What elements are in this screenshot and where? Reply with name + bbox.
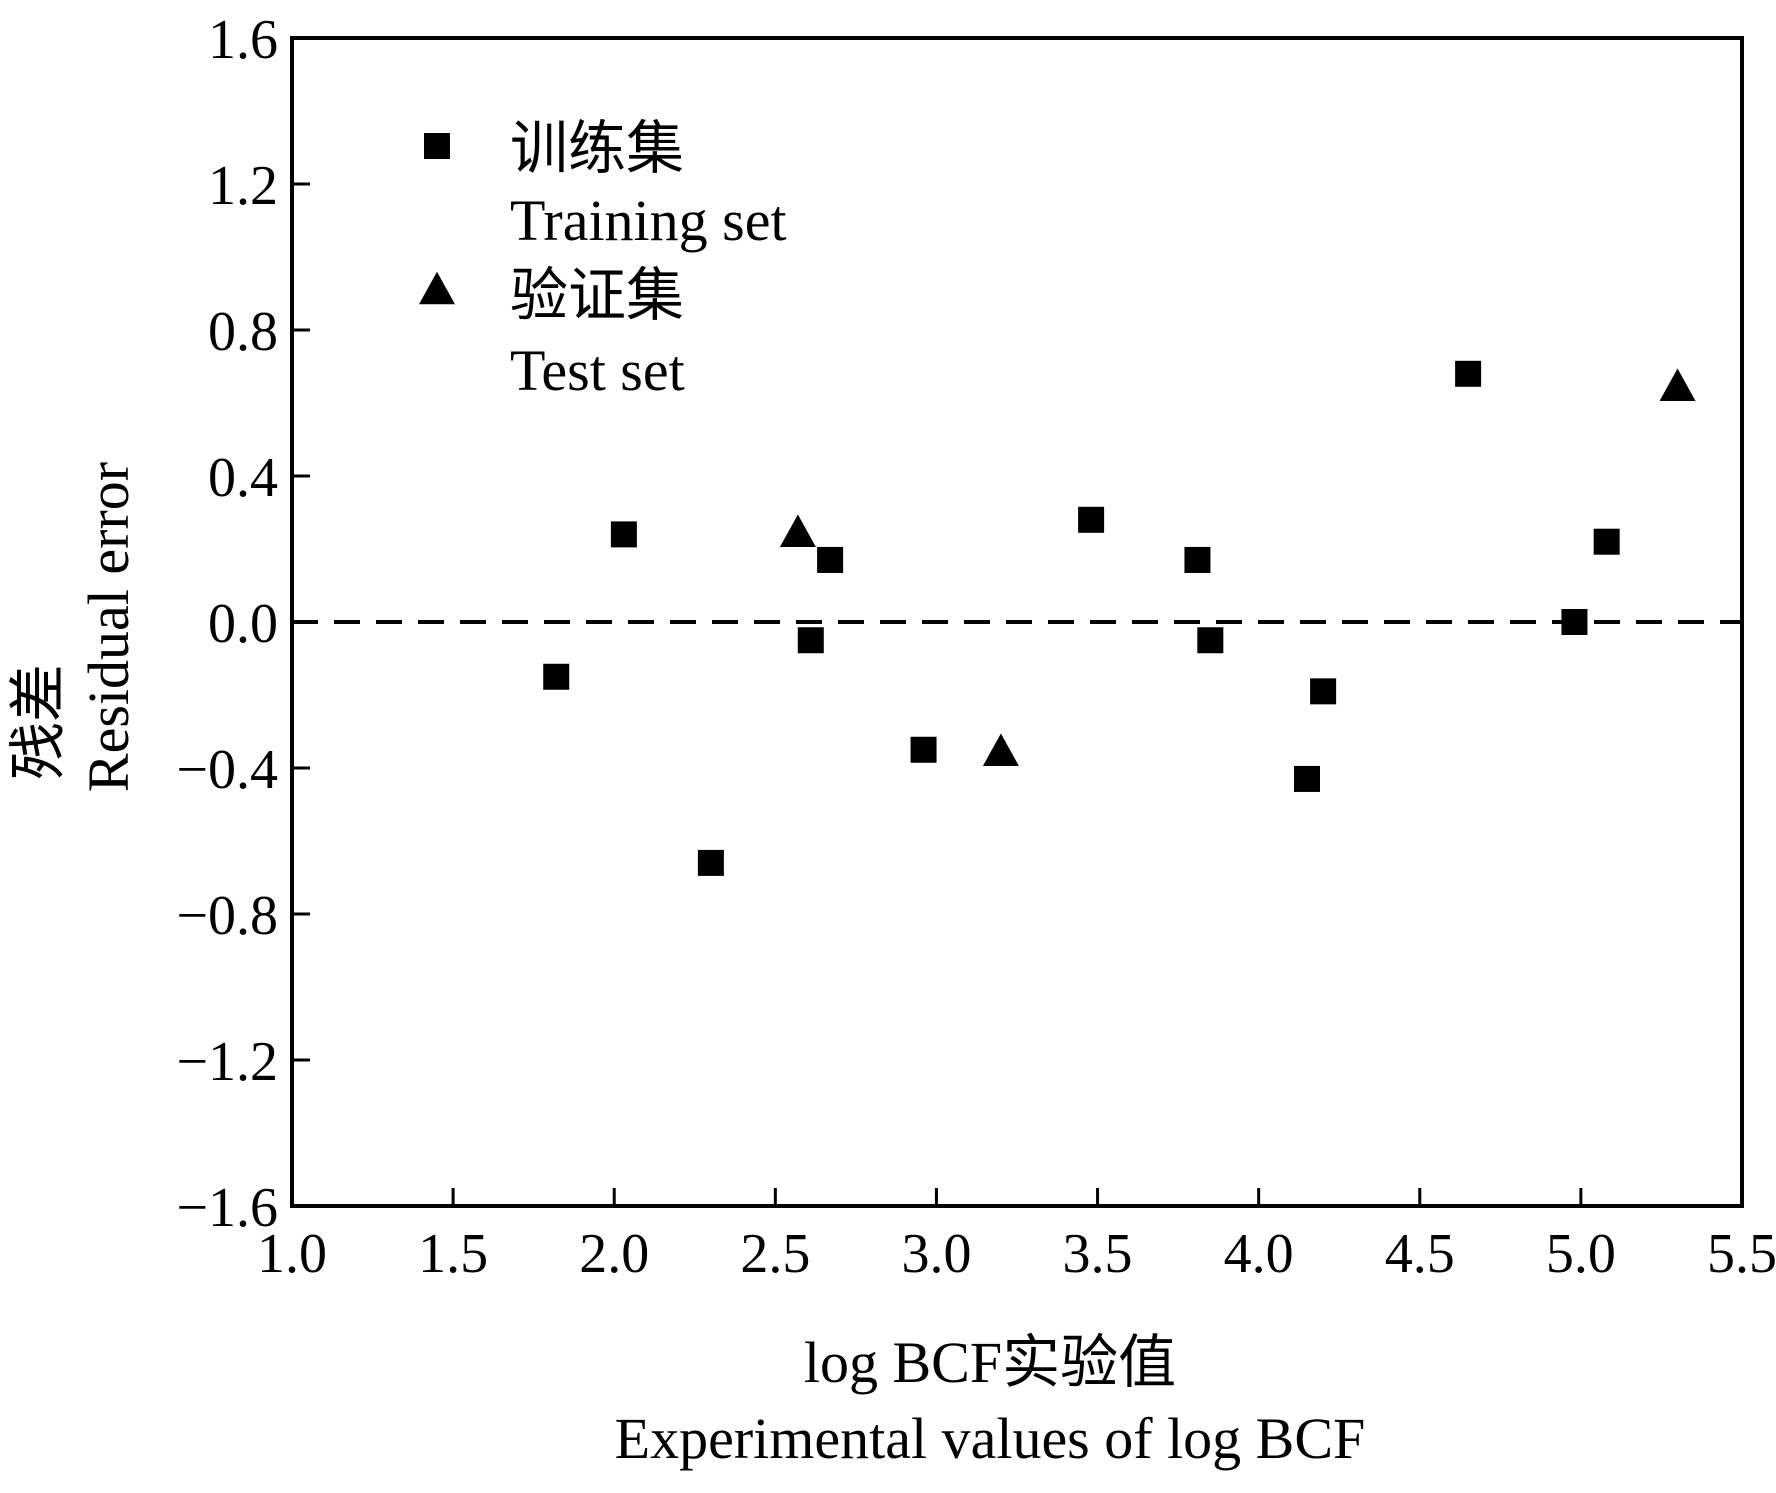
y-tick-label: 0.0	[208, 593, 278, 655]
legend-test-marker	[419, 271, 455, 305]
x-tick-label: 2.0	[579, 1223, 649, 1285]
training-point	[697, 849, 724, 876]
y-tick-label: 0.4	[208, 447, 278, 509]
x-tick-label: 1.0	[257, 1223, 327, 1285]
legend-test-label-en: Test set	[510, 338, 685, 403]
x-tick-label: 2.5	[740, 1223, 810, 1285]
y-axis-label-en: Residual error	[76, 462, 141, 792]
y-tick-label: −1.2	[176, 1031, 278, 1093]
y-tick-label: 1.2	[208, 155, 278, 217]
training-point	[1310, 678, 1337, 705]
axis-labels-layer: log BCF实验值 Experimental values of log BC…	[6, 462, 1365, 1471]
x-tick-label: 5.5	[1707, 1223, 1776, 1285]
x-tick-label: 4.5	[1385, 1223, 1455, 1285]
x-axis-label-cn: log BCF实验值	[804, 1330, 1176, 1395]
legend-test-label-cn: 验证集	[510, 263, 684, 328]
training-point	[1078, 506, 1105, 533]
x-tick-label: 3.0	[901, 1223, 971, 1285]
x-axis-label-en: Experimental values of log BCF	[615, 1406, 1366, 1471]
y-tick-label: −1.6	[176, 1177, 278, 1239]
training-point	[1294, 765, 1320, 792]
legend: 训练集 Training set 验证集 Test set	[419, 116, 787, 403]
axes-layer: 1.0 1.5 2.0 2.5 3.0 3.5 4.0 4.5 5.0 5.5 1.6 1.2 0.8 0…	[176, 9, 1776, 1285]
x-tick-label: 1.5	[418, 1223, 488, 1285]
training-point	[1593, 528, 1620, 555]
training-point	[610, 521, 637, 548]
training-point	[1561, 609, 1588, 635]
legend-training-marker	[424, 133, 450, 159]
training-point	[1197, 627, 1224, 654]
points-layer	[543, 360, 1696, 876]
training-point	[543, 663, 570, 690]
y-tick-label: 1.6	[208, 9, 278, 71]
training-point	[1455, 360, 1482, 387]
legend-training-label-cn: 训练集	[510, 116, 684, 181]
y-tick-label: −0.4	[176, 739, 278, 801]
legend-training-label-en: Training set	[510, 188, 787, 253]
test-point	[779, 514, 816, 547]
y-axis-label-cn: 残差	[6, 664, 71, 780]
x-tick-label: 5.0	[1546, 1223, 1616, 1285]
y-tick-label: −0.8	[176, 885, 278, 947]
training-point	[797, 627, 824, 654]
x-tick-label: 3.5	[1063, 1223, 1133, 1285]
x-tick-label: 4.0	[1224, 1223, 1294, 1285]
training-point	[910, 736, 937, 763]
training-point	[1184, 546, 1211, 573]
y-tick-label: 0.8	[208, 301, 278, 363]
training-point	[817, 546, 844, 573]
test-point	[1659, 368, 1696, 401]
test-point	[982, 733, 1019, 766]
